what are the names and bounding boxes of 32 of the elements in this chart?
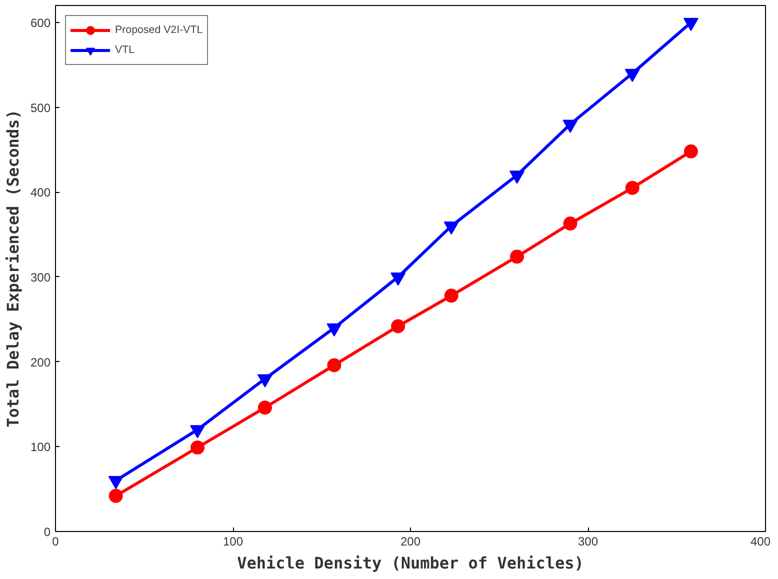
point [510, 170, 524, 184]
point [444, 222, 459, 235]
point [444, 288, 458, 303]
y-tick-label: 300 [30, 270, 51, 284]
point [563, 216, 578, 231]
y-axis-title: Total Delay Experienced (Seconds) [3, 110, 22, 428]
point [327, 358, 342, 372]
y-tick-label: 500 [30, 100, 51, 115]
point [326, 323, 342, 336]
x-axis-title: Vehicle Density (Number of Vehicles) [237, 554, 584, 572]
point [562, 120, 578, 133]
point [390, 272, 406, 286]
point [683, 18, 698, 32]
legend-label: VTL [115, 44, 135, 56]
y-tick-label: 400 [30, 186, 51, 200]
point [624, 68, 640, 82]
y-tick-label: 200 [30, 355, 51, 370]
point [190, 440, 204, 454]
point [625, 180, 640, 195]
point [108, 488, 123, 503]
point [510, 250, 524, 264]
y-tick-label: 600 [30, 16, 51, 30]
x-tick-label: 300 [578, 534, 598, 548]
x-tick-label: 0 [52, 534, 60, 548]
y-tick-label: 0 [44, 525, 51, 539]
x-tick-label: 400 [750, 534, 771, 548]
point [391, 319, 406, 334]
point [258, 400, 272, 415]
legend-label: Proposed V2I-VTL [115, 24, 203, 36]
x-tick-label: 100 [222, 534, 244, 548]
x-tick-label: 200 [400, 534, 421, 548]
y-tick-label: 100 [30, 440, 51, 454]
